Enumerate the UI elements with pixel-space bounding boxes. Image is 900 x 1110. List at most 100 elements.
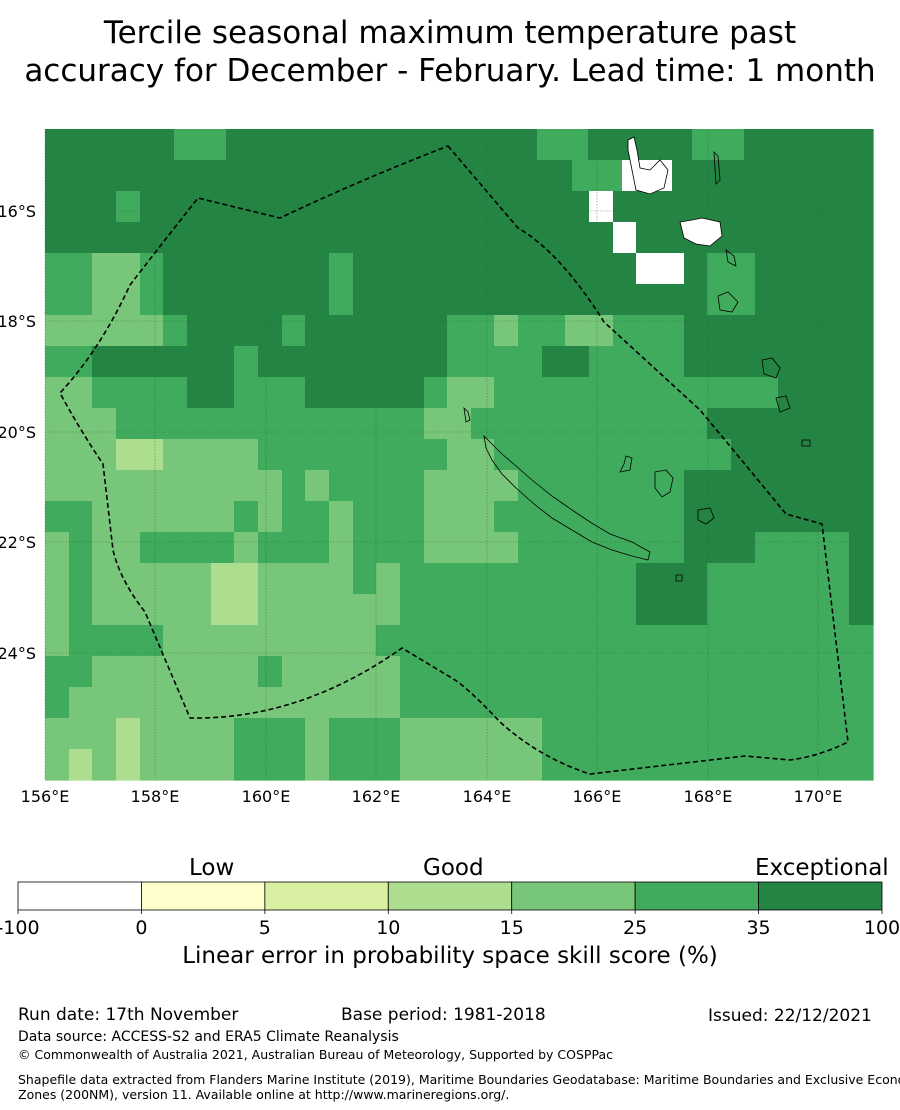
grid-cell (471, 315, 495, 347)
grid-cell (660, 687, 685, 719)
grid-cell (45, 439, 70, 471)
x-tick-label: 160°E (242, 787, 291, 806)
grid-cell (802, 687, 827, 719)
grid-cell (518, 222, 543, 254)
grid-cell (471, 656, 495, 688)
grid-cell (400, 687, 425, 719)
grid-cell (565, 656, 590, 688)
grid-cell (92, 625, 117, 657)
grid-cell (636, 687, 661, 719)
grid-cell (116, 749, 141, 781)
grid-cell (116, 501, 141, 533)
grid-cell (660, 377, 685, 409)
grid-cell (731, 687, 756, 719)
colorbar-label: -100 (0, 917, 40, 939)
grid-cell (755, 377, 779, 409)
grid-cell (660, 346, 685, 378)
grid-cell (163, 253, 188, 285)
grid-cell (707, 718, 732, 750)
grid-cell (282, 439, 306, 471)
grid-cell (565, 687, 590, 719)
grid-cell (672, 160, 698, 192)
grid-cell (424, 687, 448, 719)
y-tick-label: 16°S (0, 202, 36, 221)
grid-cell (802, 439, 827, 471)
grid-cell (613, 594, 637, 626)
grid-cell (494, 253, 519, 285)
grid-cell (636, 191, 661, 223)
grid-cell (282, 346, 306, 378)
grid-cell (258, 408, 283, 440)
grid-cell (282, 408, 306, 440)
grid-cell (305, 594, 330, 626)
grid-cell (92, 408, 117, 440)
grid-cell (305, 532, 330, 564)
grid-cell (684, 470, 708, 502)
grid-cell (305, 346, 330, 378)
grid-cell (282, 501, 306, 533)
grid-cell (258, 656, 283, 688)
colorbar-segment (264, 881, 389, 911)
issued-date: Issued: 22/12/2021 (708, 1006, 872, 1026)
grid-cell (613, 377, 637, 409)
grid-cell (778, 439, 803, 471)
grid-cell (849, 687, 874, 719)
grid-cell (494, 625, 519, 657)
grid-cell (636, 222, 661, 254)
grid-cell (163, 501, 188, 533)
grid-cell (45, 129, 72, 161)
skill-score-grid (45, 129, 874, 781)
grid-cell (69, 346, 93, 378)
grid-cell (376, 284, 401, 316)
grid-cell (278, 129, 305, 161)
grid-cell (518, 408, 543, 440)
grid-cell (234, 346, 259, 378)
grid-cell (234, 594, 259, 626)
grid-cell (376, 315, 401, 347)
grid-cell (400, 408, 425, 440)
grid-cell (282, 470, 306, 502)
grid-cell (353, 625, 377, 657)
colorbar-heading-exceptional: Exceptional (755, 855, 889, 881)
grid-cell (778, 470, 803, 502)
grid-cell (826, 408, 850, 440)
colorbar-label: 5 (259, 917, 271, 939)
grid-cell (589, 439, 614, 471)
grid-cell (211, 718, 235, 750)
grid-cell (755, 191, 779, 223)
grid-cell (69, 408, 93, 440)
grid-cell (542, 687, 566, 719)
grid-cell (755, 222, 779, 254)
grid-cell (565, 315, 590, 347)
grid-cell (589, 718, 614, 750)
grid-cell (234, 315, 259, 347)
grid-cell (116, 377, 141, 409)
grid-cell (636, 253, 661, 285)
grid-cell (731, 594, 756, 626)
grid-cell (826, 253, 850, 285)
colorbar-segment (387, 881, 513, 911)
grid-cell (45, 470, 70, 502)
grid-cell (778, 563, 803, 595)
grid-cell (494, 346, 519, 378)
grid-cell (542, 749, 566, 781)
grid-cell (542, 191, 566, 223)
grid-cell (92, 501, 117, 533)
grid-cell (424, 222, 448, 254)
grid-cell (684, 687, 708, 719)
grid-cell (200, 129, 227, 161)
grid-cell (755, 284, 779, 316)
grid-cell (826, 625, 850, 657)
grid-cell (778, 315, 803, 347)
grid-cell (45, 563, 70, 595)
grid-cell (211, 625, 235, 657)
grid-cell (849, 656, 874, 688)
grid-cell (234, 222, 259, 254)
grid-cell (565, 253, 590, 285)
grid-cell (211, 563, 235, 595)
grid-cell (613, 191, 637, 223)
grid-cell (755, 749, 779, 781)
grid-cell (471, 718, 495, 750)
grid-cell (660, 222, 685, 254)
grid-cell (849, 408, 874, 440)
